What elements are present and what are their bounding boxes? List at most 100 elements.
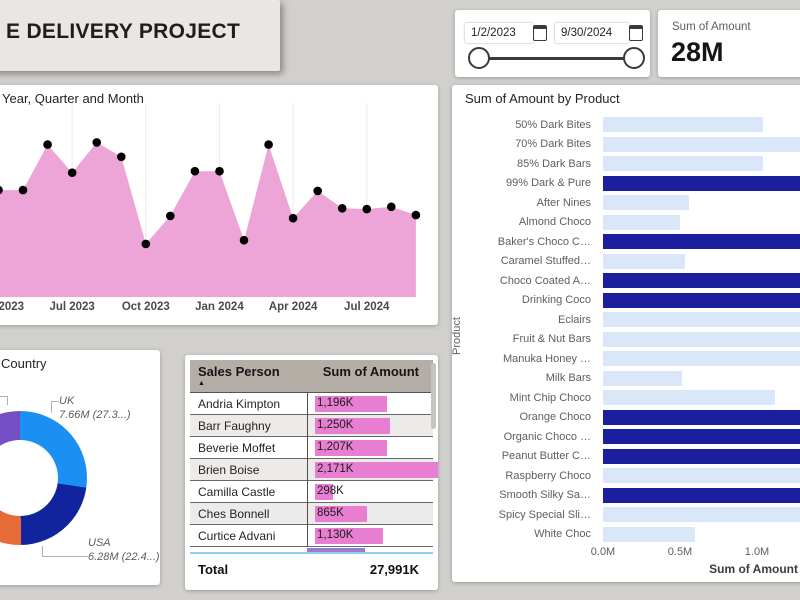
bar-category-label: Choco Coated A… (499, 274, 591, 287)
sales-person-cell: Andria Kimpton (198, 396, 281, 411)
bar[interactable] (603, 156, 763, 172)
bar[interactable] (603, 351, 800, 367)
bar-track (603, 429, 800, 445)
table-row[interactable]: Camilla Castle 298K (190, 481, 433, 503)
bar-track (603, 253, 800, 269)
bar[interactable] (603, 468, 800, 484)
table-scrollbar[interactable] (431, 363, 436, 429)
sales-person-cell: Beverie Moffet (198, 440, 276, 455)
amount-databar (315, 528, 383, 544)
table-row[interactable]: Ches Bonnell 865K (190, 503, 433, 525)
bar[interactable] (603, 370, 682, 386)
bar[interactable] (603, 448, 800, 464)
bar[interactable] (603, 487, 800, 503)
bar-category-label: Raspberry Choco (505, 469, 591, 482)
amount-cell: 1,250K (315, 415, 433, 436)
bar-track (603, 214, 800, 230)
bar-category-label: After Nines (536, 196, 591, 209)
area-chart-plot[interactable] (0, 85, 438, 299)
bar-row: Peanut Butter C… (452, 447, 800, 467)
amount-value: 865K (317, 507, 344, 519)
bar-category-label: Baker's Choco C… (497, 235, 591, 248)
bar[interactable] (603, 175, 800, 191)
sales-person-cell: Curtice Advani (198, 528, 276, 543)
bar-row: Caramel Stuffed… (452, 252, 800, 272)
date-slider-track[interactable] (477, 57, 636, 60)
amount-value: 1,250K (317, 419, 354, 431)
amount-databar (315, 440, 387, 456)
area-chart-title: Year, Quarter and Month (2, 91, 144, 106)
bar-row: Organic Choco … (452, 427, 800, 447)
bar-category-label: Drinking Coco (521, 294, 591, 307)
x-axis-tick-label: 2023 (0, 301, 25, 313)
column-header-sales-person[interactable]: Sales Person ▲ (198, 364, 280, 387)
bar[interactable] (603, 390, 775, 406)
amount-value: 1,207K (317, 441, 354, 453)
bar[interactable] (603, 117, 763, 133)
bar[interactable] (603, 253, 685, 269)
date-slider-handle-start[interactable] (468, 47, 490, 69)
bar-row: Choco Coated A… (452, 271, 800, 291)
calendar-icon[interactable] (629, 25, 643, 41)
bar-track (603, 175, 800, 191)
bar[interactable] (603, 214, 680, 230)
bar[interactable] (603, 331, 800, 347)
bar-row: After Nines (452, 193, 800, 213)
bar-category-label: Caramel Stuffed… (500, 255, 591, 268)
bar-category-label: Spicy Special Sli… (498, 508, 591, 521)
bar[interactable] (603, 292, 800, 308)
start-date-input[interactable]: 1/2/2023 (465, 23, 533, 43)
bar[interactable] (603, 507, 800, 523)
bar-row: White Choc (452, 525, 800, 545)
bar-track (603, 234, 800, 250)
amount-value: 1,196K (317, 397, 354, 409)
bar-category-label: 70% Dark Bites (515, 138, 591, 151)
page-title: E DELIVERY PROJECT (6, 20, 241, 43)
table-row[interactable]: Brien Boise 2,171K (190, 459, 438, 481)
bar[interactable] (603, 429, 800, 445)
bar-track (603, 156, 800, 172)
bar-category-label: Organic Choco … (503, 430, 591, 443)
table-row[interactable]: Barr Faughny 1,250K (190, 415, 433, 437)
calendar-icon[interactable] (533, 25, 547, 41)
date-slider-handle-end[interactable] (623, 47, 645, 69)
bar-category-label: Peanut Butter C… (501, 450, 591, 463)
bar-row: 85% Dark Bars (452, 154, 800, 174)
bar[interactable] (603, 136, 800, 152)
amount-cell: 865K (315, 503, 433, 524)
sales-person-cell: Barr Faughny (198, 418, 271, 433)
bar-row: Orange Choco (452, 408, 800, 428)
bar-category-label: Milk Bars (545, 372, 591, 385)
amount-databar (315, 462, 438, 478)
bar-category-label: Almond Choco (518, 216, 591, 229)
bar-category-label: Smooth Silky Sa… (499, 489, 591, 502)
table-partial-row (190, 547, 433, 552)
table-header[interactable]: Sales Person ▲ Sum of Amount (190, 360, 433, 393)
kpi-card-sum-of-amount: Sum of Amount 28M (658, 10, 800, 77)
bar[interactable] (603, 273, 800, 289)
end-date-input[interactable]: 9/30/2024 (555, 23, 629, 43)
table-row[interactable]: Andria Kimpton 1,196K (190, 393, 433, 415)
bar-row: Eclairs (452, 310, 800, 330)
amount-value: 2,171K (317, 463, 354, 475)
amount-cell: 1,196K (315, 393, 433, 414)
bar[interactable] (603, 195, 689, 211)
x-axis-tick-label: Jul 2024 (344, 301, 390, 313)
bar[interactable] (603, 409, 800, 425)
bar[interactable] (603, 312, 800, 328)
bar-row: 99% Dark & Pure (452, 174, 800, 194)
bar[interactable] (603, 234, 800, 250)
bar-track (603, 487, 800, 503)
bar[interactable] (603, 526, 695, 542)
amount-value: 1,130K (317, 529, 354, 541)
bar-row: Milk Bars (452, 369, 800, 389)
table-row[interactable]: Curtice Advani 1,130K (190, 525, 433, 547)
amount-databar (315, 418, 390, 434)
bar-track (603, 273, 800, 289)
bar-chart-title: Sum of Amount by Product (465, 91, 620, 106)
bar-row: Baker's Choco C… (452, 232, 800, 252)
table-row[interactable]: Beverie Moffet 1,207K (190, 437, 433, 459)
table-body: Andria Kimpton 1,196K Barr Faughny 1,250K Be… (190, 393, 438, 547)
column-header-sum-of-amount[interactable]: Sum of Amount (322, 364, 419, 379)
